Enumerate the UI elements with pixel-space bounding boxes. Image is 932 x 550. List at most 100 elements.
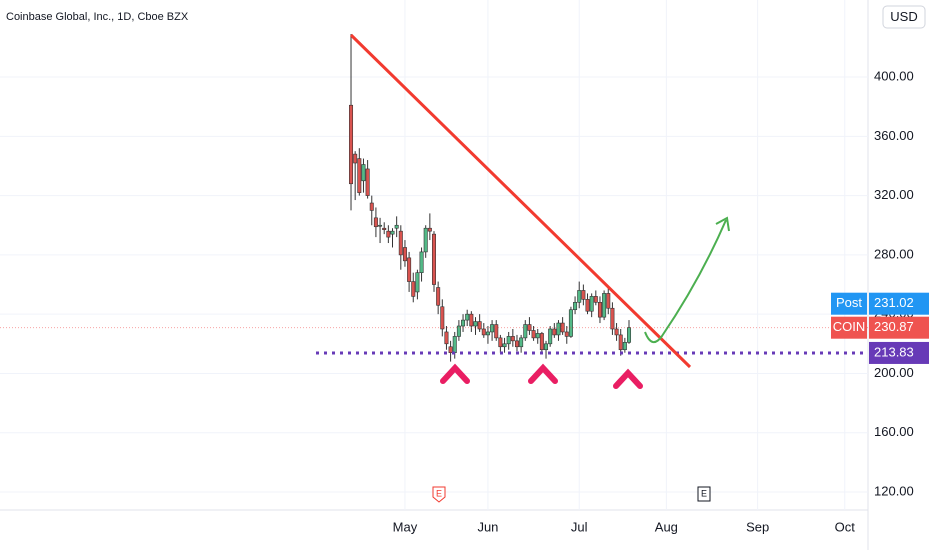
price-badge-name (831, 292, 867, 315)
candle-body (618, 334, 623, 351)
price-value: 230.87 (874, 319, 914, 334)
candle-body (477, 321, 482, 330)
candle-body (535, 333, 540, 339)
grid (0, 0, 868, 510)
candle-body (349, 104, 354, 185)
candle-body (585, 299, 590, 312)
x-tick-label: Sep (746, 519, 769, 534)
candle-body (423, 227, 428, 253)
candle-body (419, 251, 424, 273)
chart-title: Coinbase Global, Inc., 1D, Cboe BZX (6, 11, 189, 23)
candle-body (452, 336, 457, 353)
candle-body (564, 331, 569, 337)
candle-body (577, 290, 582, 303)
candle-body (568, 309, 573, 337)
candle-body (610, 307, 615, 330)
candle-body (573, 302, 578, 311)
currency[interactable]: USD (890, 9, 917, 24)
candle-body (494, 324, 499, 339)
candle-body (444, 331, 449, 345)
price-labels: 120.00160.00200.00240.00280.00320.00360.… (393, 68, 929, 534)
candle-body (581, 290, 586, 300)
candle-body (369, 202, 374, 211)
candle-body (473, 321, 478, 327)
price-badge (869, 341, 929, 364)
y-tick-label: 360.00 (874, 128, 914, 143)
candle-body (382, 227, 387, 230)
candle-body (378, 224, 383, 227)
candle-body (440, 306, 445, 330)
candle-body (357, 158, 362, 193)
support-marker (613, 368, 643, 389)
candle-body (402, 247, 407, 262)
candle-body (373, 217, 378, 228)
earnings-marker[interactable]: E (697, 486, 711, 502)
x-tick-label: Aug (655, 519, 678, 534)
candle-body (407, 257, 412, 282)
candle-body (469, 313, 474, 327)
candle-body (390, 230, 395, 235)
candle-body (481, 328, 486, 336)
svg-text:E: E (701, 488, 707, 498)
y-tick-label: 280.00 (874, 246, 914, 261)
projection-arrow (644, 219, 727, 343)
currency-button[interactable] (882, 5, 926, 29)
candle-body (415, 272, 420, 293)
price-badge (869, 292, 929, 315)
x-tick-label: Oct (835, 519, 856, 534)
candle-body (548, 328, 553, 345)
candle-body (602, 293, 607, 318)
plot (0, 34, 868, 362)
candle-body (510, 336, 515, 342)
candle-body (411, 281, 416, 297)
candle-body (531, 330, 536, 339)
candle-body (398, 230, 403, 256)
y-tick-label: 120.00 (874, 483, 914, 498)
earnings-marker[interactable]: E (432, 486, 446, 503)
candle-body (365, 168, 370, 196)
candle-body (519, 337, 524, 348)
svg-text:E: E (436, 488, 442, 498)
candle-body (622, 342, 627, 351)
candle-body (485, 331, 490, 336)
candle-body (456, 325, 461, 337)
candle-body (606, 293, 611, 309)
price-badge (869, 316, 929, 339)
x-tick-label: May (393, 519, 418, 534)
trend-line (349, 33, 692, 369)
y-tick-label: 200.00 (874, 365, 914, 380)
candle-body (465, 313, 470, 321)
arrow-head (715, 216, 730, 232)
candle-body (614, 328, 619, 336)
price-name: Post (836, 295, 862, 310)
support-marker (528, 363, 558, 384)
candle-body (353, 153, 358, 164)
price-value: 231.02 (874, 295, 914, 310)
candle-body (593, 296, 598, 303)
candle-body (498, 337, 503, 348)
y-tick-label: 400.00 (874, 68, 914, 83)
y-tick-label: 160.00 (874, 424, 914, 439)
price-name: COIN (833, 319, 866, 334)
price-value: 213.83 (874, 344, 914, 359)
candle-body (506, 336, 511, 345)
candle-body (361, 164, 366, 182)
candle-body (427, 227, 432, 232)
y-tick-label: 320.00 (874, 187, 914, 202)
candle-body (461, 319, 466, 327)
candle-body (556, 322, 561, 336)
candle-body (589, 296, 594, 312)
candle-body (490, 324, 495, 333)
candle-body (627, 327, 632, 343)
candle-body (514, 340, 519, 348)
candle-body (436, 287, 441, 306)
x-tick-label: Jun (477, 519, 498, 534)
candle-body (386, 230, 391, 238)
candle-body (431, 233, 436, 285)
candle-body (523, 324, 528, 339)
x-tick-label: Jul (571, 519, 588, 534)
candle-body (539, 333, 544, 351)
support-marker (440, 363, 470, 384)
candle-body (544, 343, 549, 351)
